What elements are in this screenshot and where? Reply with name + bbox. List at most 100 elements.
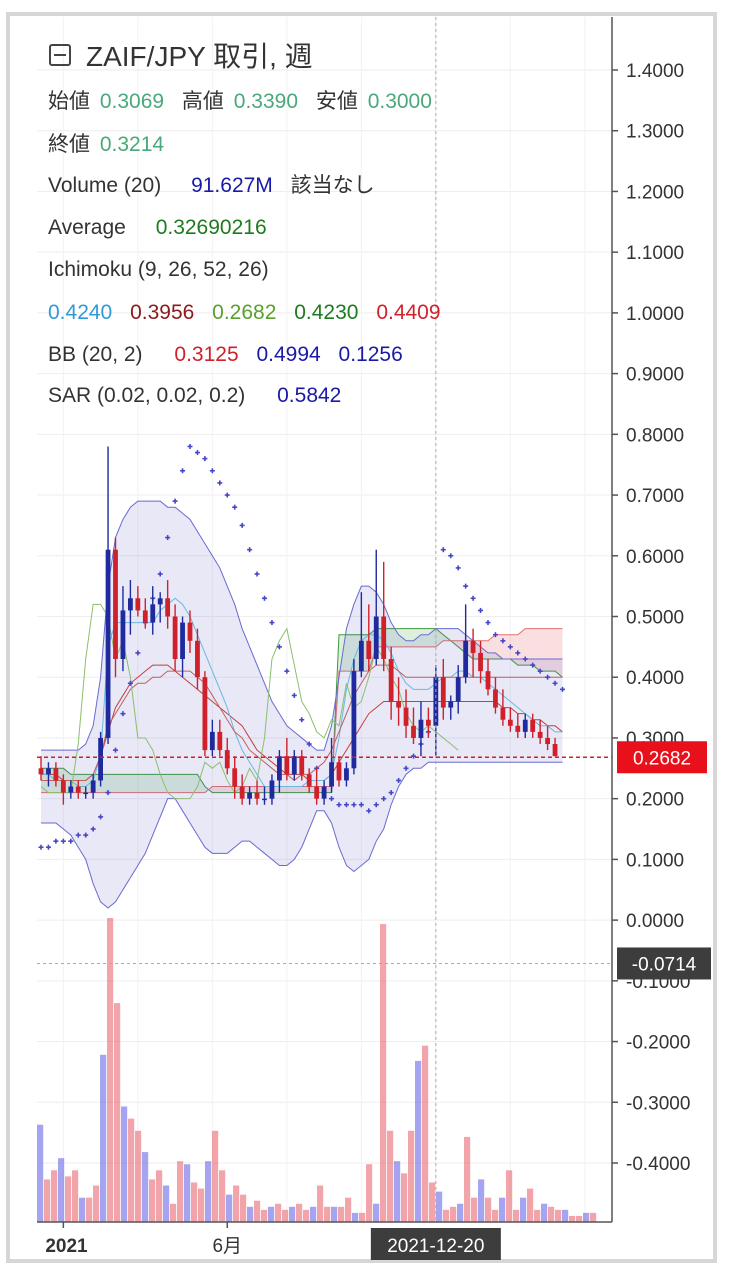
candle	[537, 719, 543, 745]
sar-point	[485, 620, 491, 626]
sar-row: SAR (0.02, 0.02, 0.2) 0.5842	[48, 384, 341, 407]
candle-body	[269, 780, 275, 799]
minus-square-icon	[49, 44, 71, 66]
cloud-segment	[510, 634, 518, 666]
parabolic-sar	[38, 443, 565, 850]
candle-body	[262, 798, 267, 801]
candle	[113, 537, 118, 678]
sar-point	[411, 753, 416, 759]
candle	[75, 780, 81, 799]
candle	[440, 659, 446, 720]
volume-bar	[86, 1197, 93, 1222]
volume-bar	[499, 1197, 506, 1222]
price-tick-label: 0.6000	[626, 547, 684, 568]
sar-point	[135, 650, 141, 656]
candle	[150, 586, 156, 635]
candle-body	[388, 659, 394, 702]
volume-bar	[170, 1203, 177, 1222]
bb-value-1: 0.3125	[174, 343, 238, 366]
candle-body	[336, 762, 342, 781]
candle-body	[172, 616, 178, 660]
candle-body	[545, 737, 550, 745]
cloud-segment	[227, 786, 235, 793]
candle	[329, 737, 334, 793]
sar-point	[284, 668, 290, 674]
sar-point	[187, 443, 193, 449]
cloud-segment	[532, 628, 541, 672]
volume-bar	[198, 1188, 205, 1222]
candle-body	[381, 616, 387, 660]
candle	[515, 713, 521, 738]
candle-body	[75, 786, 81, 793]
candle-body	[46, 768, 51, 775]
sar-point	[157, 571, 163, 577]
current-price-label: 0.2682	[633, 748, 691, 769]
sar-point	[351, 802, 357, 808]
average-label: Average	[48, 216, 126, 239]
candle-body	[60, 780, 66, 793]
sar-point	[329, 796, 335, 802]
volume-bar	[569, 1215, 576, 1222]
price-tick-label: -0.4000	[626, 1154, 690, 1175]
candle-body	[68, 786, 74, 793]
sar-point	[90, 826, 96, 832]
bb-fill	[41, 501, 563, 908]
candle-body	[485, 671, 491, 690]
sar-point	[366, 808, 372, 814]
candle-body	[515, 725, 521, 732]
volume-extra: 該当なし	[291, 174, 375, 197]
sar-point	[455, 565, 461, 571]
senkou-a-line	[41, 628, 563, 794]
candle-body	[552, 744, 558, 757]
price-tick-label: 0.8000	[626, 425, 684, 446]
candle	[98, 731, 103, 787]
volume-row: Volume (20) 91.627M 該当なし	[48, 174, 375, 197]
cloud-segment	[555, 628, 563, 678]
candle	[187, 610, 193, 653]
sar-point	[515, 650, 521, 656]
volume-bar	[289, 1206, 296, 1222]
volume-bar	[352, 1212, 359, 1222]
candle	[277, 750, 282, 793]
sar-point	[306, 741, 312, 747]
volume-bar	[240, 1194, 247, 1222]
volume-bar	[317, 1185, 324, 1222]
candle-body	[128, 598, 133, 611]
sar-point	[194, 450, 200, 456]
bb-value-2: 0.4994	[256, 343, 321, 366]
time-tick-label: 6月	[212, 1236, 242, 1257]
candle	[90, 774, 96, 799]
candle	[545, 725, 550, 751]
price-tick-label: 1.2000	[626, 182, 684, 203]
candle	[321, 780, 327, 805]
legend: ZAIF/JPY 取引, 週 始値 0.3069 高値 0.3390 安値 0.…	[48, 41, 441, 407]
candle	[448, 695, 454, 720]
high-label: 高値	[182, 90, 224, 113]
candle-body	[90, 780, 96, 793]
candle	[128, 580, 133, 635]
ohlc-row-1: 始値 0.3069 高値 0.3390 安値 0.3000	[48, 90, 432, 113]
candle-body	[366, 640, 372, 660]
sar-point	[537, 668, 543, 674]
sar-point	[463, 583, 469, 589]
volume-bar	[303, 1209, 310, 1222]
volume-bar	[219, 1170, 226, 1222]
cloud-segment	[175, 774, 183, 793]
candle	[105, 446, 111, 745]
candle	[403, 689, 409, 738]
volume-bar	[261, 1209, 268, 1222]
candle	[478, 640, 483, 684]
sar-point	[180, 468, 186, 474]
sar-point	[440, 547, 446, 553]
candle	[269, 774, 275, 805]
cloud-segment	[212, 786, 220, 793]
cloud-segment	[301, 786, 310, 793]
sar-point	[127, 680, 133, 686]
collapse-legend-button[interactable]	[49, 44, 71, 66]
candle-body	[120, 610, 126, 660]
candle	[135, 586, 141, 617]
cloud-segment	[540, 628, 548, 672]
candle-body	[306, 774, 312, 787]
candle	[351, 659, 357, 775]
